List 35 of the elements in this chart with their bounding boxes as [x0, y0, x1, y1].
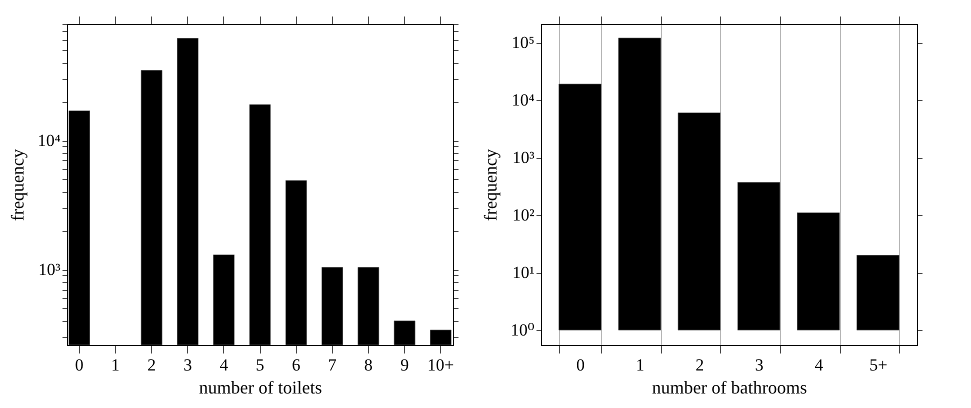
x-tick-label: 5+ [869, 356, 888, 374]
x-tick-label: 6 [292, 356, 300, 374]
y-axis-title: frequency [480, 149, 501, 221]
y-tick-label: 10⁴ [38, 131, 61, 150]
y-axis-title: frequency [8, 149, 28, 221]
x-tick-label: 0 [576, 356, 585, 374]
y-tick-label: 10³ [512, 148, 534, 168]
y-tick-label: 10¹ [512, 263, 534, 282]
bar [856, 255, 900, 330]
x-tick-label: 2 [695, 356, 704, 374]
y-tick-label: 10⁵ [512, 33, 535, 52]
x-tick-label: 8 [364, 356, 373, 374]
y-tick-label: 10⁴ [512, 90, 535, 110]
bar [678, 112, 721, 330]
x-tick-label: 4 [220, 356, 229, 374]
x-tick-label: 1 [111, 356, 120, 374]
x-tick-label: 0 [75, 356, 84, 374]
bar [737, 182, 780, 330]
x-tick-label: 4 [814, 356, 824, 374]
y-tick-label: 10³ [38, 260, 60, 280]
x-axis-title: number of toilets [199, 378, 322, 398]
bar [618, 38, 662, 330]
x-tick-label: 3 [755, 356, 764, 374]
y-tick-label: 10² [512, 206, 534, 225]
x-tick-label: 5 [256, 356, 264, 374]
x-tick-label: 7 [328, 356, 338, 374]
x-tick-label: 2 [147, 356, 156, 374]
x-tick-label: 9 [400, 356, 409, 374]
y-tick-label: 10⁰ [510, 320, 535, 340]
x-tick-label: 1 [636, 356, 644, 374]
bar [558, 84, 602, 330]
bar [796, 212, 840, 330]
x-tick-label: 3 [183, 356, 192, 374]
x-axis-title: number of bathrooms [652, 378, 807, 398]
x-tick-label: 10+ [427, 356, 454, 374]
